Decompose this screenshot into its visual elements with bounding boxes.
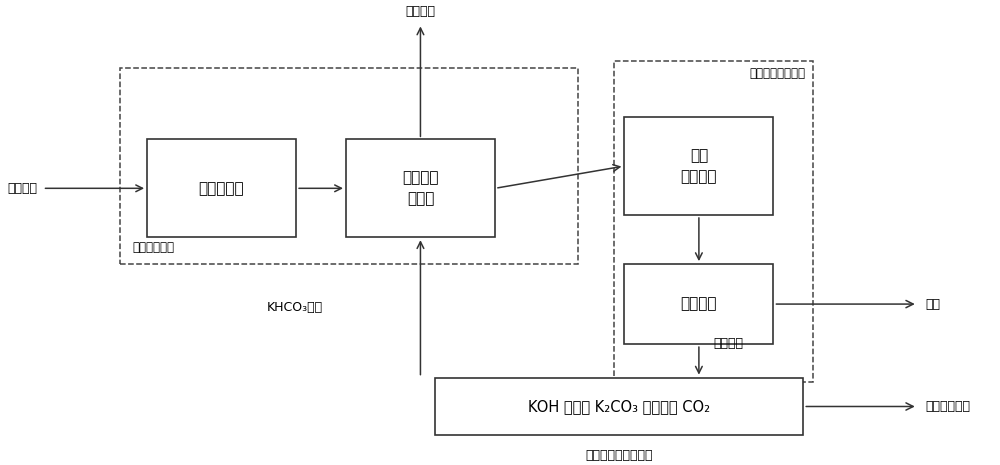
Bar	[120, 68, 578, 264]
Text: 沼气净化分离系统: 沼气净化分离系统	[749, 67, 805, 80]
Text: 甲烷: 甲烷	[926, 298, 941, 311]
Bar	[435, 378, 803, 435]
Text: 发酵原料: 发酵原料	[8, 182, 38, 195]
Bar	[346, 140, 495, 237]
Text: 厌氧发酵
反应器: 厌氧发酵 反应器	[402, 170, 439, 206]
Text: 二氧化碳排放: 二氧化碳排放	[926, 400, 971, 413]
Text: 沼气
净化储存: 沼气 净化储存	[681, 148, 717, 184]
Bar	[147, 140, 296, 237]
Text: 二氧化碳: 二氧化碳	[714, 337, 744, 350]
Text: 沼气分离: 沼气分离	[681, 297, 717, 312]
Text: 沼气制备系统: 沼气制备系统	[132, 241, 174, 254]
Bar	[624, 117, 773, 215]
Bar	[614, 61, 813, 382]
Text: KOH 溶液或 K₂CO₃ 溶液吸收 CO₂: KOH 溶液或 K₂CO₃ 溶液吸收 CO₂	[528, 399, 710, 414]
Text: 原料预处理: 原料预处理	[199, 181, 244, 196]
Bar	[624, 264, 773, 344]
Text: KHCO₃回流: KHCO₃回流	[266, 301, 322, 314]
Text: 沼液沼渣: 沼液沼渣	[405, 5, 435, 18]
Text: 二氧化碳内循环系统: 二氧化碳内循环系统	[586, 449, 653, 462]
